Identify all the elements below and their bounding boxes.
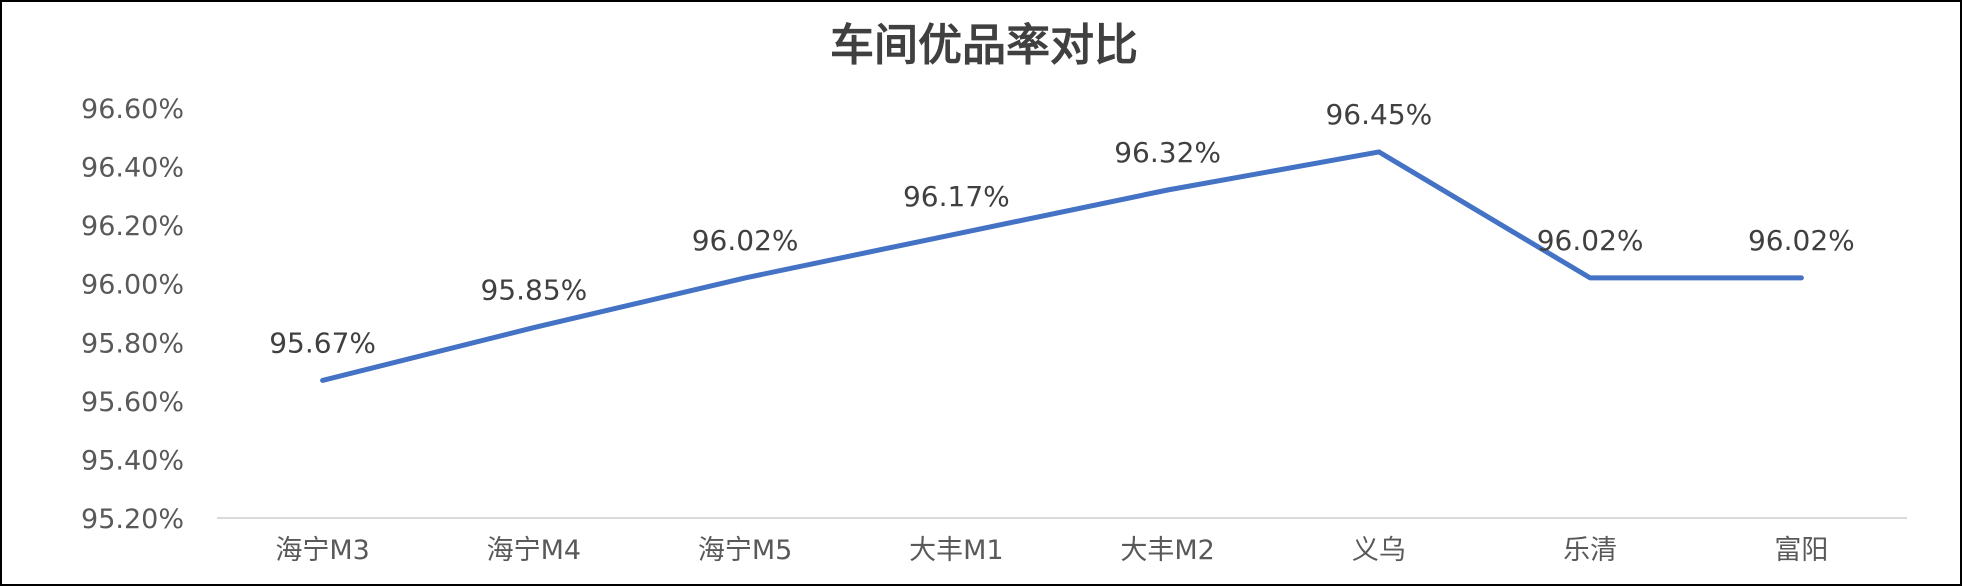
x-axis-ticks: 海宁M3 海宁M4 海宁M5 大丰M1 大丰M2 义乌 乐清 富阳: [275, 535, 1828, 566]
data-label: 95.67%: [269, 326, 376, 359]
data-label: 95.85%: [480, 274, 587, 307]
y-tick-label: 95.60%: [81, 387, 184, 418]
x-tick-label: 乐清: [1563, 535, 1617, 566]
data-label: 96.02%: [1748, 224, 1855, 257]
data-label: 96.17%: [903, 180, 1010, 213]
x-tick-label: 大丰M2: [1120, 535, 1214, 566]
data-label: 96.32%: [1114, 136, 1221, 169]
y-tick-label: 96.20%: [81, 211, 184, 242]
data-label: 96.02%: [1537, 224, 1644, 257]
data-label: 96.45%: [1325, 98, 1432, 131]
y-axis-ticks: 95.20% 95.40% 95.60% 95.80% 96.00% 96.20% 96.4…: [81, 94, 184, 535]
data-label: 96.02%: [692, 224, 799, 257]
data-labels: 95.67% 95.85% 96.02% 96.17% 96.32% 96.45% 96.0…: [269, 98, 1855, 359]
x-tick-label: 大丰M1: [909, 535, 1003, 566]
y-tick-label: 95.20%: [81, 504, 184, 535]
x-tick-label: 义乌: [1352, 535, 1406, 566]
x-tick-label: 海宁M4: [487, 535, 581, 566]
series-line: [320, 149, 1804, 383]
x-tick-label: 海宁M5: [698, 535, 792, 566]
x-tick-label: 富阳: [1774, 535, 1828, 566]
y-tick-label: 96.00%: [81, 270, 184, 301]
chart-title: 车间优品率对比: [830, 20, 1138, 71]
y-tick-label: 96.60%: [81, 94, 184, 125]
y-tick-label: 95.80%: [81, 328, 184, 359]
y-tick-label: 95.40%: [81, 445, 184, 476]
y-tick-label: 96.40%: [81, 153, 184, 184]
x-tick-label: 海宁M3: [275, 535, 369, 566]
